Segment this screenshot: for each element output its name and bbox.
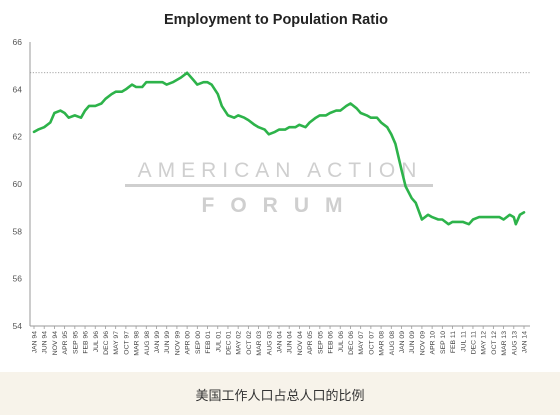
y-tick-label: 56 <box>13 274 23 284</box>
x-tick-label: SEP 10 <box>440 331 447 354</box>
x-tick-label: AUG 13 <box>511 331 518 355</box>
x-tick-label: NOV 99 <box>174 331 181 355</box>
x-tick-label: JUN 99 <box>164 331 171 354</box>
x-tick-label: JAN 94 <box>32 331 39 354</box>
x-tick-label: MAY 07 <box>358 331 365 355</box>
y-tick-label: 58 <box>13 226 23 236</box>
x-tick-label: DEC 06 <box>348 331 355 355</box>
x-tick-label: JUL 06 <box>338 331 345 353</box>
watermark-text-line1: AMERICAN ACTION <box>138 159 423 182</box>
x-tick-label: JAN 14 <box>522 331 529 354</box>
x-tick-label: APR 95 <box>62 331 69 355</box>
x-tick-label: SEP 00 <box>195 331 202 354</box>
y-tick-label: 54 <box>13 321 23 331</box>
x-axis: JAN 94 JUN 94 NOV 94 APR 95 SEP 95 FEB 96 JUL … <box>30 325 530 356</box>
x-tick-label: MAR 98 <box>134 331 141 356</box>
watermark-logo: AMERICAN ACTION FORUM <box>125 159 433 217</box>
x-tick-label: DEC 96 <box>103 331 110 355</box>
watermark-bar <box>125 184 433 187</box>
x-tick-label: NOV 94 <box>52 331 59 355</box>
chart-frame: Employment to Population Ratio AMERICAN … <box>12 12 530 356</box>
y-axis: 54 56 58 60 62 64 66 <box>13 37 31 331</box>
x-tick-label: AUG 03 <box>266 331 273 355</box>
x-tick-label: AUG 08 <box>389 331 396 355</box>
watermark-text-line2: FORUM <box>202 194 359 217</box>
x-tick-label: JUN 04 <box>287 331 294 354</box>
series-group <box>32 71 526 226</box>
series-line <box>32 71 526 226</box>
y-tick-label: 62 <box>13 132 23 142</box>
x-tick-label: JUL 11 <box>460 331 467 352</box>
x-tick-label: DEC 01 <box>225 331 232 355</box>
x-tick-label: JUN 94 <box>42 331 49 354</box>
x-tick-label: OCT 12 <box>491 331 498 355</box>
y-tick-label: 60 <box>13 179 23 189</box>
x-tick-label: FEB 96 <box>83 331 90 354</box>
y-tick-label: 66 <box>13 37 23 47</box>
chart-title: Employment to Population Ratio <box>164 12 388 28</box>
x-tick-label: APR 10 <box>430 331 437 355</box>
caption-bar <box>0 372 560 415</box>
x-tick-label: APR 00 <box>185 331 192 355</box>
x-tick-label: JUL 01 <box>215 331 222 353</box>
x-tick-label: NOV 09 <box>419 331 426 355</box>
x-tick-label: MAY 97 <box>113 331 120 355</box>
x-tick-label: JAN 99 <box>154 331 161 354</box>
x-tick-label: SEP 95 <box>72 331 79 354</box>
x-tick-label: OCT 02 <box>246 331 253 355</box>
line-chart: Employment to Population Ratio AMERICAN … <box>13 12 530 356</box>
x-tick-label: JAN 09 <box>399 331 406 354</box>
x-tick-label: MAR 03 <box>256 331 263 356</box>
x-tick-label: JUL 96 <box>93 331 100 353</box>
x-tick-label: MAY 02 <box>236 331 243 355</box>
y-tick-label: 64 <box>13 84 23 94</box>
x-tick-label: SEP 05 <box>317 331 324 354</box>
x-tick-label: JAN 04 <box>277 331 284 354</box>
x-tick-label: MAR 13 <box>501 331 508 356</box>
x-tick-label: FEB 06 <box>328 331 335 354</box>
x-tick-label: JUN 09 <box>409 331 416 354</box>
x-tick-label: FEB 01 <box>205 331 212 354</box>
x-tick-label: OCT 97 <box>123 331 130 355</box>
x-tick-label: AUG 98 <box>144 331 151 355</box>
x-tick-label: MAR 08 <box>379 331 386 356</box>
x-tick-label: MAY 12 <box>481 331 488 355</box>
x-tick-label: FEB 11 <box>450 331 457 353</box>
x-tick-label: APR 05 <box>307 331 314 355</box>
x-tick-label: NOV 04 <box>297 331 304 355</box>
x-tick-label: DEC 11 <box>470 331 477 355</box>
image-caption: 美国工作人口占总人口的比例 <box>195 389 365 404</box>
x-tick-label: OCT 07 <box>368 331 375 355</box>
